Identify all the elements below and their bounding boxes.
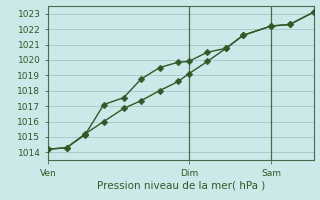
- X-axis label: Pression niveau de la mer( hPa ): Pression niveau de la mer( hPa ): [97, 181, 265, 191]
